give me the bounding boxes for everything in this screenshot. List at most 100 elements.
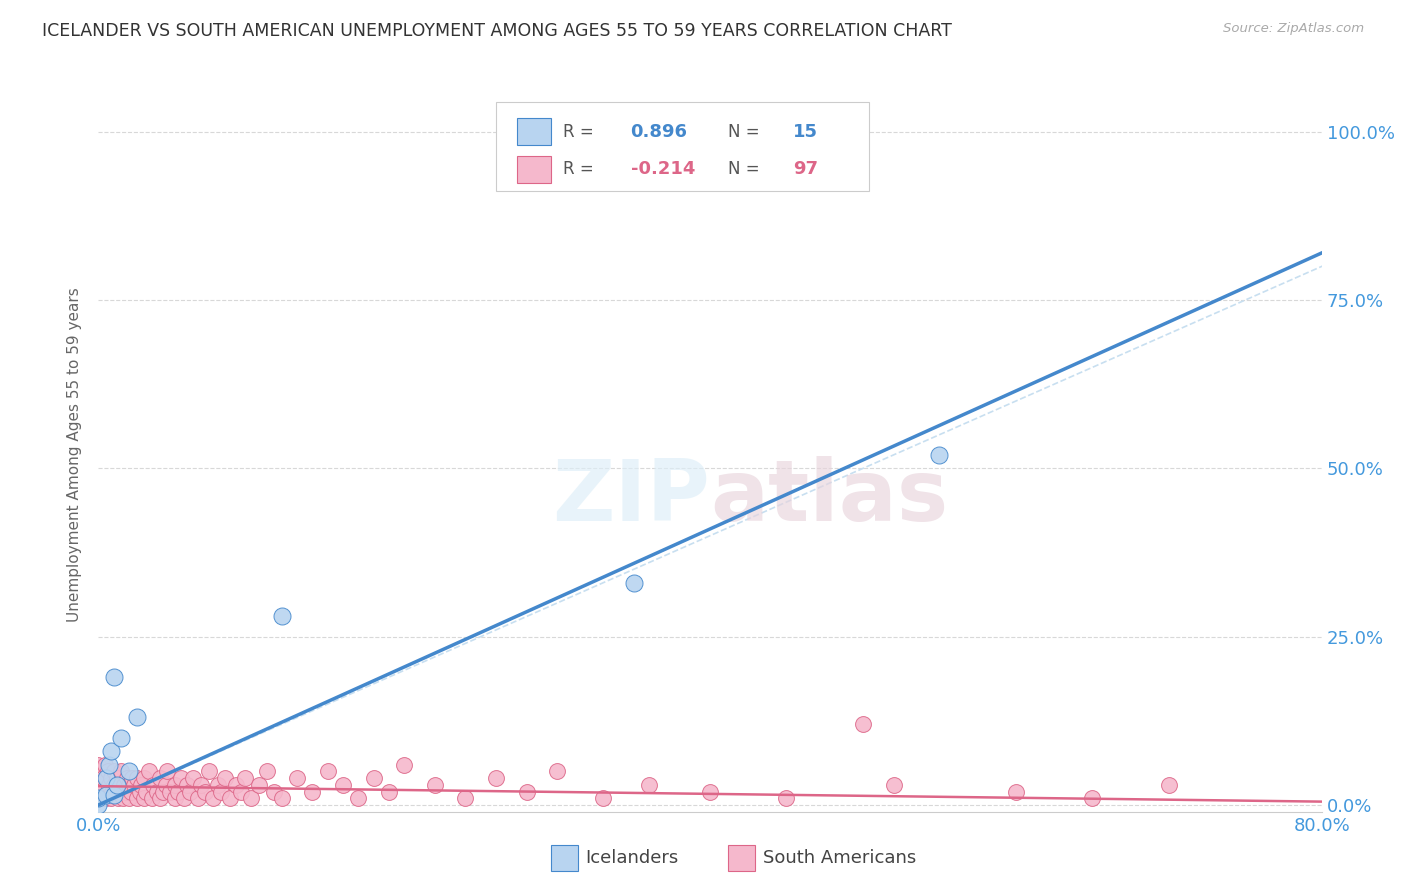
Text: 0.896: 0.896 xyxy=(630,122,688,141)
Point xyxy=(214,771,236,785)
Bar xyxy=(517,156,551,183)
Point xyxy=(115,784,138,798)
Point xyxy=(91,771,114,785)
Point xyxy=(209,784,232,798)
Point xyxy=(118,764,141,779)
Point xyxy=(270,609,292,624)
Point xyxy=(103,788,125,802)
Point xyxy=(112,778,135,792)
Text: N =: N = xyxy=(728,161,765,178)
Point xyxy=(152,784,174,798)
Point xyxy=(142,778,165,792)
Point xyxy=(207,778,229,792)
Point xyxy=(103,764,125,779)
Point xyxy=(121,771,143,785)
Point xyxy=(775,791,797,805)
Point xyxy=(347,791,370,805)
Point xyxy=(134,791,156,805)
Point xyxy=(100,791,122,805)
Point xyxy=(108,778,131,792)
Point xyxy=(363,771,385,785)
Point xyxy=(163,778,186,792)
Point xyxy=(103,778,125,792)
Point xyxy=(516,784,538,798)
Text: 97: 97 xyxy=(793,161,818,178)
Point xyxy=(159,784,181,798)
Point xyxy=(256,764,278,779)
Point xyxy=(332,778,354,792)
Point xyxy=(125,791,148,805)
Point xyxy=(852,717,875,731)
Point xyxy=(316,764,339,779)
Point xyxy=(87,771,110,785)
Point xyxy=(623,575,645,590)
Point xyxy=(197,764,219,779)
Point xyxy=(301,784,323,798)
Point xyxy=(93,757,115,772)
Point xyxy=(105,778,128,792)
Point xyxy=(125,771,148,785)
Bar xyxy=(517,118,551,145)
Point xyxy=(87,757,110,772)
Point xyxy=(145,784,167,798)
Point xyxy=(173,791,195,805)
Point xyxy=(378,784,401,798)
Point xyxy=(149,771,172,785)
Point xyxy=(104,784,127,798)
Point xyxy=(120,784,142,798)
Point xyxy=(170,771,193,785)
Point xyxy=(118,778,141,792)
Point xyxy=(179,784,201,798)
Text: South Americans: South Americans xyxy=(762,849,915,867)
Point xyxy=(101,784,124,798)
Point xyxy=(97,764,120,779)
Point xyxy=(485,771,508,785)
Text: Source: ZipAtlas.com: Source: ZipAtlas.com xyxy=(1223,22,1364,36)
Point xyxy=(105,771,128,785)
Point xyxy=(187,791,209,805)
Point xyxy=(87,784,110,798)
Point xyxy=(285,771,308,785)
Point xyxy=(89,764,111,779)
Point xyxy=(135,784,157,798)
Point xyxy=(118,791,141,805)
Point xyxy=(263,784,285,798)
Point xyxy=(392,757,416,772)
Point xyxy=(637,778,661,792)
Point xyxy=(100,771,122,785)
Point xyxy=(190,778,212,792)
Point xyxy=(87,791,110,805)
Text: atlas: atlas xyxy=(710,456,948,540)
Point xyxy=(111,791,134,805)
Point xyxy=(129,778,152,792)
Point xyxy=(94,771,117,785)
FancyBboxPatch shape xyxy=(496,102,869,191)
Point xyxy=(181,771,204,785)
Point xyxy=(89,778,111,792)
Point xyxy=(176,778,198,792)
Text: R =: R = xyxy=(564,161,599,178)
Point xyxy=(97,784,120,798)
Point xyxy=(454,791,477,805)
Point xyxy=(110,764,132,779)
Y-axis label: Unemployment Among Ages 55 to 59 years: Unemployment Among Ages 55 to 59 years xyxy=(67,287,83,623)
Point xyxy=(546,764,568,779)
Point xyxy=(194,784,217,798)
Point xyxy=(94,791,117,805)
Point xyxy=(219,791,242,805)
Text: Icelanders: Icelanders xyxy=(585,849,679,867)
Point xyxy=(134,771,156,785)
Point xyxy=(103,670,125,684)
Point xyxy=(229,784,252,798)
Point xyxy=(128,784,150,798)
Point xyxy=(149,791,172,805)
Point xyxy=(1081,791,1104,805)
Point xyxy=(98,778,121,792)
Text: R =: R = xyxy=(564,122,599,141)
Point xyxy=(270,791,292,805)
Point xyxy=(87,797,110,812)
Point xyxy=(202,791,225,805)
Point xyxy=(117,771,139,785)
Text: 15: 15 xyxy=(793,122,818,141)
Point xyxy=(883,778,905,792)
